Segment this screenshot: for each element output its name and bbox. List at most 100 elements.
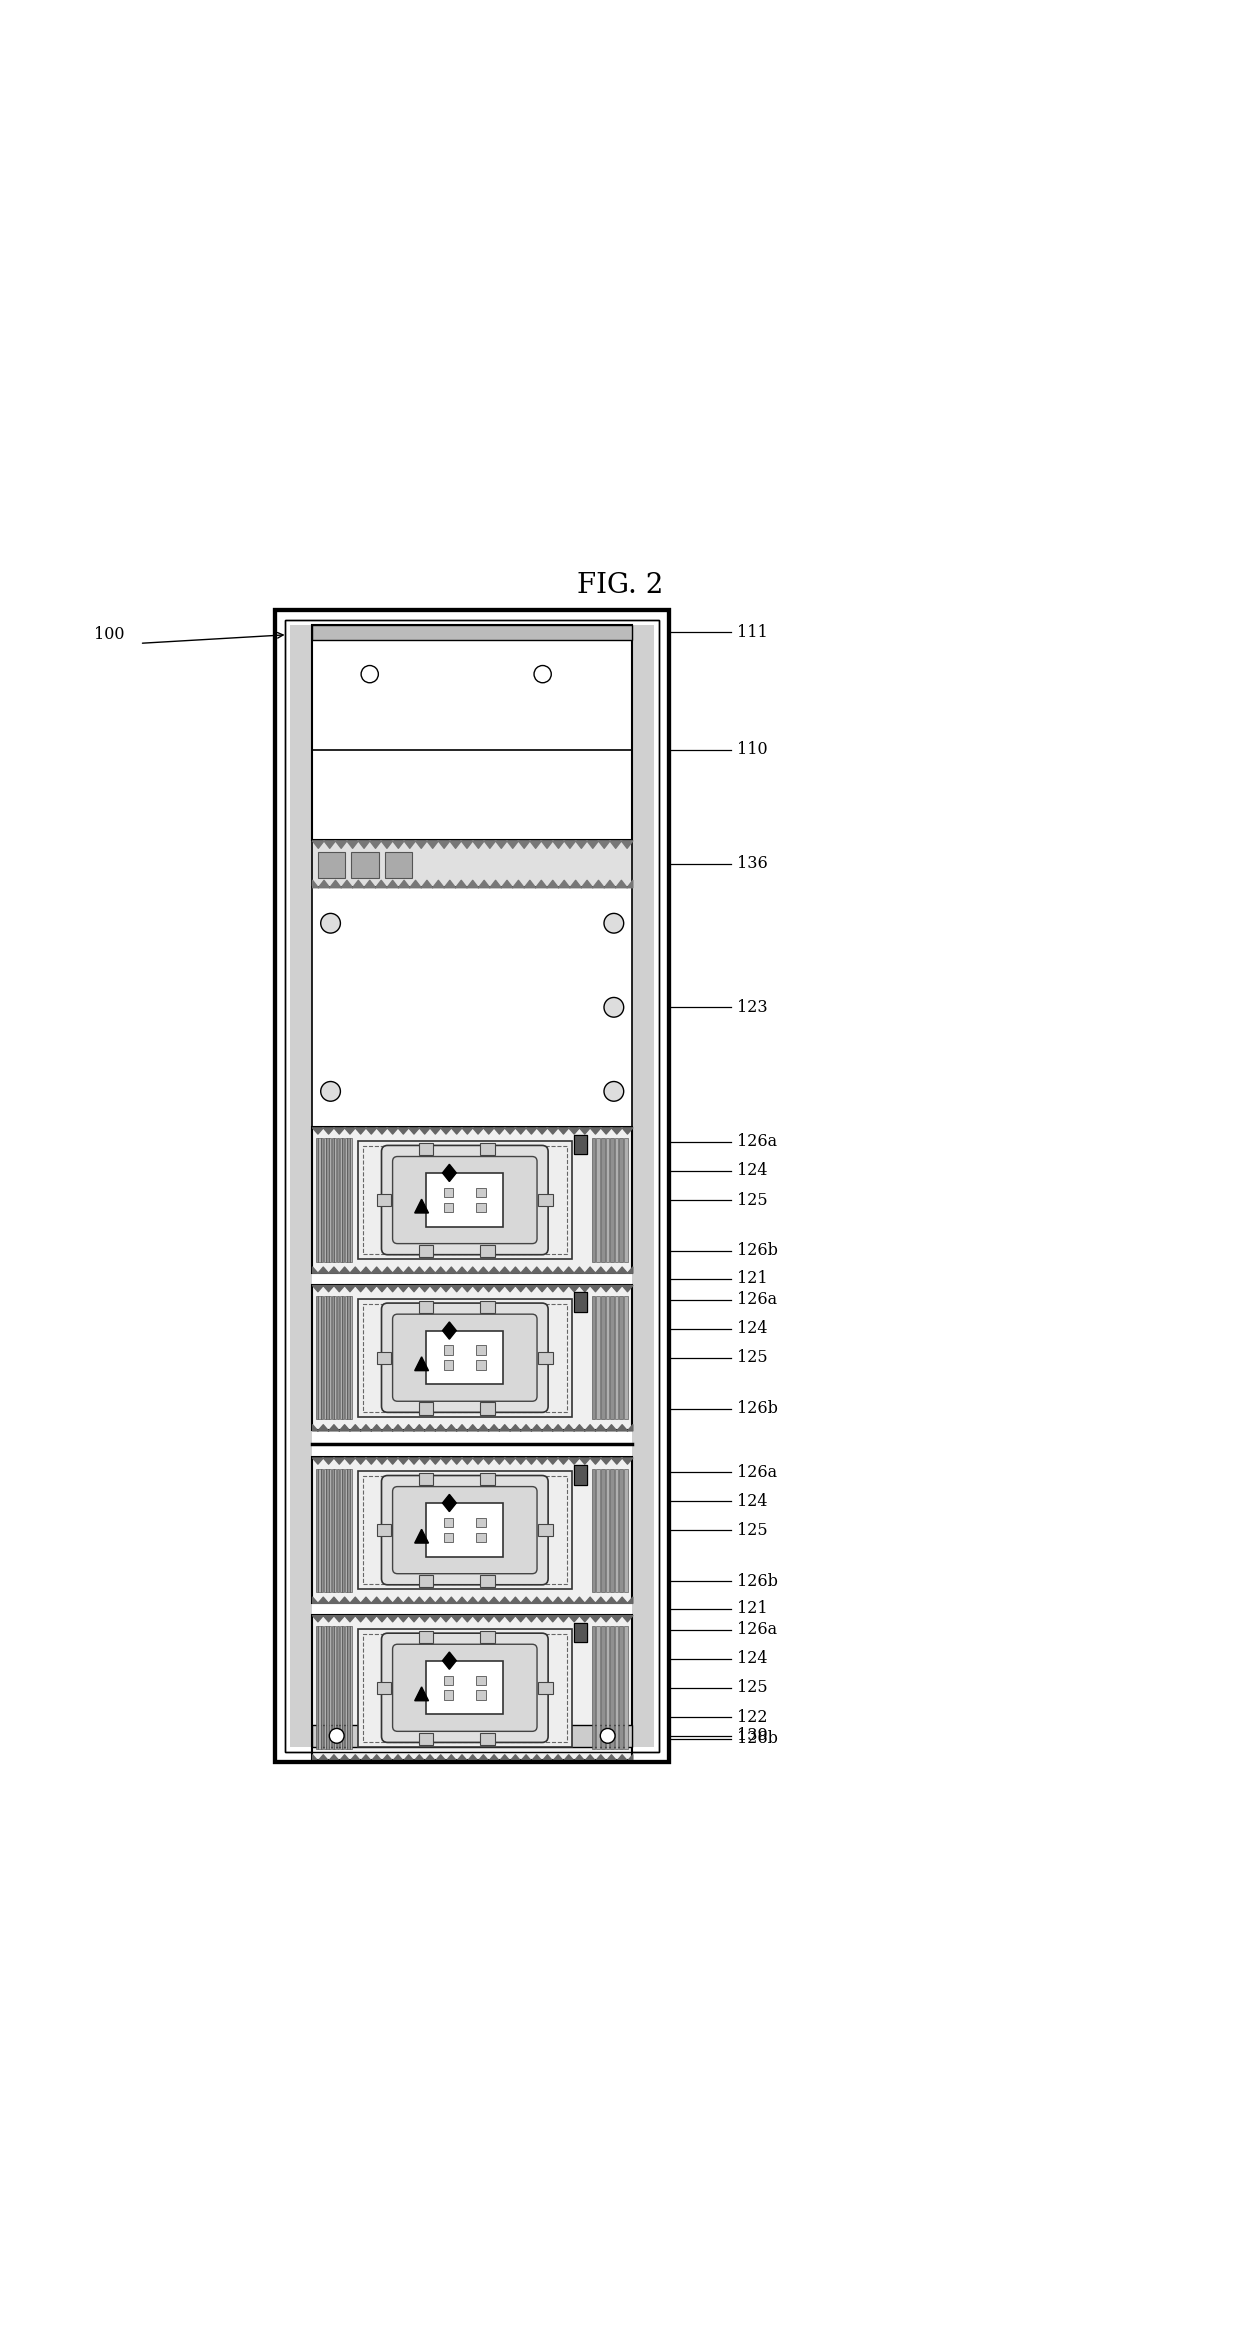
Bar <box>601 1627 605 1749</box>
Bar <box>337 1627 339 1749</box>
Bar <box>340 1138 342 1262</box>
Bar <box>312 887 632 1128</box>
Text: 110: 110 <box>737 742 768 758</box>
Bar <box>340 1627 342 1749</box>
Bar <box>326 1627 329 1749</box>
Bar <box>350 1627 352 1749</box>
Bar <box>574 1465 587 1484</box>
Bar <box>324 1627 326 1749</box>
Bar <box>605 1468 609 1592</box>
Bar <box>610 1627 614 1749</box>
Bar <box>345 1138 347 1262</box>
Bar <box>362 1145 567 1255</box>
Bar <box>591 1138 595 1262</box>
Bar <box>324 1297 326 1419</box>
Bar <box>345 1297 347 1419</box>
Bar <box>427 1503 503 1557</box>
FancyBboxPatch shape <box>382 1475 548 1585</box>
Bar <box>321 1138 324 1262</box>
Circle shape <box>604 997 624 1016</box>
Bar <box>312 1725 632 1746</box>
Bar <box>419 1402 433 1414</box>
Bar <box>624 1297 627 1419</box>
Bar <box>610 1468 614 1592</box>
Bar <box>624 1468 627 1592</box>
Polygon shape <box>414 1688 429 1700</box>
Bar <box>476 1676 486 1686</box>
Bar <box>601 1468 605 1592</box>
Bar <box>427 1332 503 1384</box>
Bar <box>620 1297 622 1419</box>
Bar <box>480 1472 495 1484</box>
Bar <box>620 1627 622 1749</box>
Text: 126a: 126a <box>737 1133 777 1149</box>
Text: 136: 136 <box>737 854 768 873</box>
Bar <box>444 1533 454 1543</box>
Bar <box>351 852 378 878</box>
Text: 125: 125 <box>737 1192 768 1208</box>
Bar <box>476 1346 486 1355</box>
Bar <box>444 1360 454 1369</box>
Bar <box>331 1627 334 1749</box>
Bar <box>321 1297 324 1419</box>
Bar <box>444 1203 454 1213</box>
Bar <box>574 1135 587 1154</box>
Bar <box>419 1632 433 1643</box>
Bar <box>337 1138 339 1262</box>
Bar <box>538 1524 553 1536</box>
Bar <box>480 1732 495 1744</box>
Bar <box>347 1468 350 1592</box>
Bar <box>340 1297 342 1419</box>
Bar <box>377 1194 392 1206</box>
Bar <box>342 1468 345 1592</box>
Bar <box>347 1627 350 1749</box>
Text: 126b: 126b <box>737 1573 777 1590</box>
Text: 126b: 126b <box>737 1243 777 1259</box>
Bar <box>596 1138 600 1262</box>
Bar <box>419 1732 433 1744</box>
Text: 124: 124 <box>737 1650 768 1667</box>
Bar <box>312 1285 632 1430</box>
Bar <box>319 1138 321 1262</box>
Bar <box>357 1140 572 1259</box>
FancyBboxPatch shape <box>393 1487 537 1573</box>
Bar <box>476 1203 486 1213</box>
Bar <box>476 1690 486 1700</box>
Bar <box>605 1297 609 1419</box>
Bar <box>342 1627 345 1749</box>
Bar <box>476 1517 486 1526</box>
Bar <box>419 1142 433 1154</box>
Bar <box>335 1297 336 1419</box>
Bar <box>319 1297 321 1419</box>
Bar <box>574 1292 587 1313</box>
Text: FIG. 2: FIG. 2 <box>577 571 663 599</box>
Bar <box>624 1138 627 1262</box>
Bar <box>480 1245 495 1257</box>
Bar <box>312 625 632 639</box>
Bar <box>384 852 412 878</box>
Text: 111: 111 <box>737 623 768 641</box>
Polygon shape <box>414 1199 429 1213</box>
Bar <box>337 1468 339 1592</box>
FancyBboxPatch shape <box>393 1643 537 1732</box>
Bar <box>419 1575 433 1587</box>
Bar <box>350 1138 352 1262</box>
Polygon shape <box>443 1653 456 1669</box>
Text: 124: 124 <box>737 1494 768 1510</box>
Bar <box>312 840 632 887</box>
Polygon shape <box>443 1323 456 1339</box>
Bar <box>275 611 670 1763</box>
Bar <box>538 1351 553 1365</box>
Bar <box>377 1524 392 1536</box>
Circle shape <box>604 913 624 934</box>
Bar <box>427 1173 503 1227</box>
Bar <box>574 1135 587 1154</box>
Bar <box>329 1297 331 1419</box>
Text: 125: 125 <box>737 1348 768 1367</box>
FancyBboxPatch shape <box>393 1313 537 1402</box>
Bar <box>480 1575 495 1587</box>
Bar <box>574 1292 587 1313</box>
Bar <box>444 1346 454 1355</box>
Polygon shape <box>414 1358 429 1369</box>
Bar <box>350 1468 352 1592</box>
